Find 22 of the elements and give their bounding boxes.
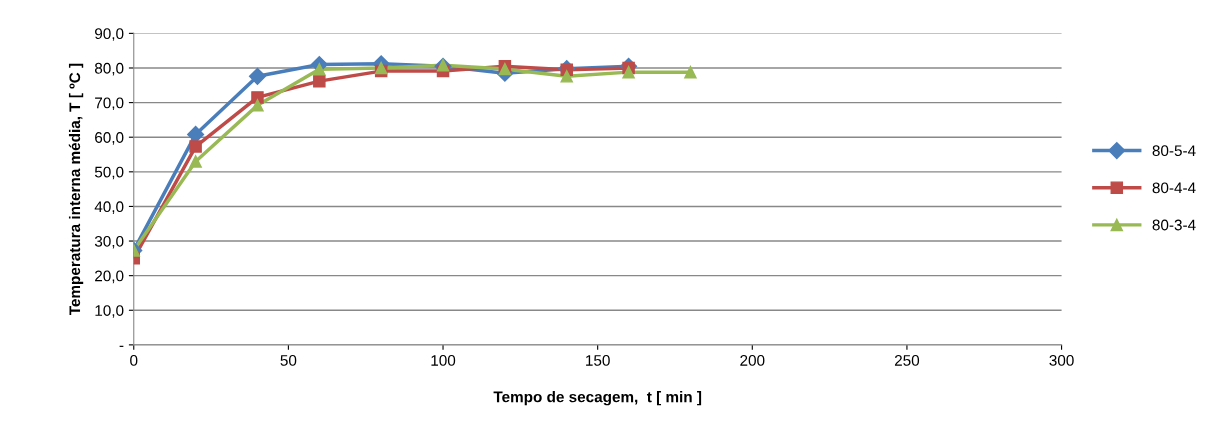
x-tick-label: 200	[740, 355, 765, 366]
y-tick-label: 50,0	[94, 166, 124, 180]
x-axis-title: Tempo de secagem, t [ min ]	[493, 391, 702, 406]
y-axis-title: Temperatura interna média, T [ ºC ]	[68, 63, 84, 316]
x-tick-label: 300	[1049, 355, 1074, 366]
legend-label: 80-4-4	[1152, 182, 1196, 194]
x-tick-label: 100	[431, 355, 456, 366]
x-tick-label: 0	[130, 355, 138, 366]
x-tick-label: 150	[586, 355, 610, 366]
y-tick-label: 90,0	[95, 28, 124, 41]
y-tick-label: 10,0	[95, 305, 124, 318]
y-tick-label: 80,0	[94, 62, 124, 76]
y-tick-label: 40,0	[94, 201, 124, 214]
y-tick-label: 70,0	[95, 97, 124, 111]
legend-label: 80-3-4	[1152, 219, 1196, 231]
y-tick-label: 30,0	[94, 235, 124, 249]
x-tick-label: 250	[894, 355, 920, 366]
y-tick-label: 60,0	[95, 132, 124, 145]
legend-label: 80-5-4	[1152, 145, 1196, 157]
y-tick-label: 20,0	[95, 270, 124, 284]
x-tick-label: 50	[280, 355, 297, 366]
y-tick-label: -	[119, 345, 124, 347]
